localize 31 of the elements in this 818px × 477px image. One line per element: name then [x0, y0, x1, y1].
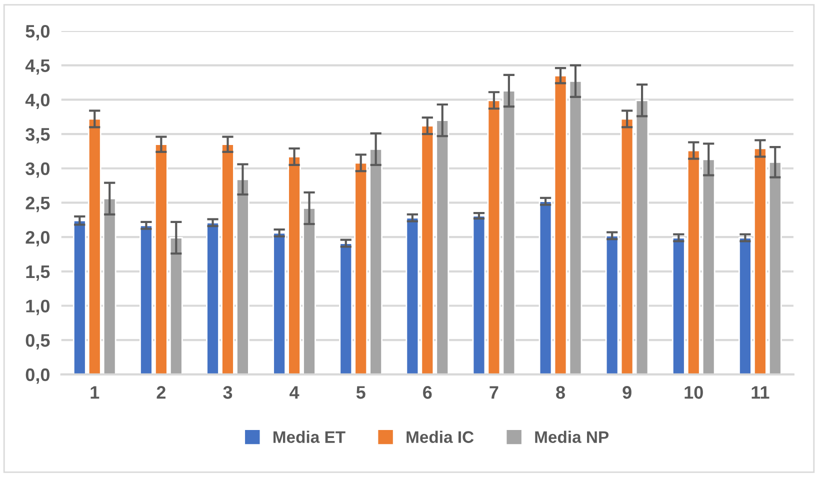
- y-tick-label: 4,0: [25, 94, 50, 110]
- x-tick-label: 6: [423, 386, 432, 399]
- bar: [472, 215, 486, 374]
- x-tick-label: 4: [290, 386, 300, 399]
- y-tick-label: 1,5: [26, 266, 50, 281]
- x-tick-label: 2: [156, 386, 166, 399]
- x-tick-label: 3: [223, 386, 232, 399]
- y-tick-label: 3,0: [26, 162, 50, 178]
- x-tick-label: 1: [90, 386, 100, 399]
- y-tick-label: 2,0: [26, 231, 50, 246]
- y-tick-label: 4,5: [25, 59, 50, 75]
- x-tick-label: 5: [356, 386, 366, 399]
- y-tick-label: 0,0: [26, 368, 50, 384]
- y-tick-label: 1,0: [26, 300, 50, 316]
- bar: [538, 200, 552, 374]
- bar: [568, 80, 582, 374]
- x-tick-label: 8: [556, 386, 565, 399]
- x-tick-label: 11: [752, 386, 770, 399]
- y-tick-label: 0,5: [26, 334, 50, 350]
- y-tick-label: 2,5: [26, 196, 50, 212]
- x-tick-label: 7: [490, 386, 498, 399]
- legend-label: Media NP: [535, 430, 609, 443]
- legend-label: Media IC: [406, 430, 474, 443]
- x-tick-label: 10: [684, 386, 703, 399]
- y-tick-label: 3,5: [26, 128, 50, 144]
- bar: [487, 100, 501, 374]
- x-tick-label: 9: [622, 386, 632, 399]
- y-tick-label: 5,0: [26, 24, 50, 40]
- bar: [554, 74, 568, 374]
- legend-label: Media ET: [274, 430, 346, 443]
- bar: [502, 90, 516, 374]
